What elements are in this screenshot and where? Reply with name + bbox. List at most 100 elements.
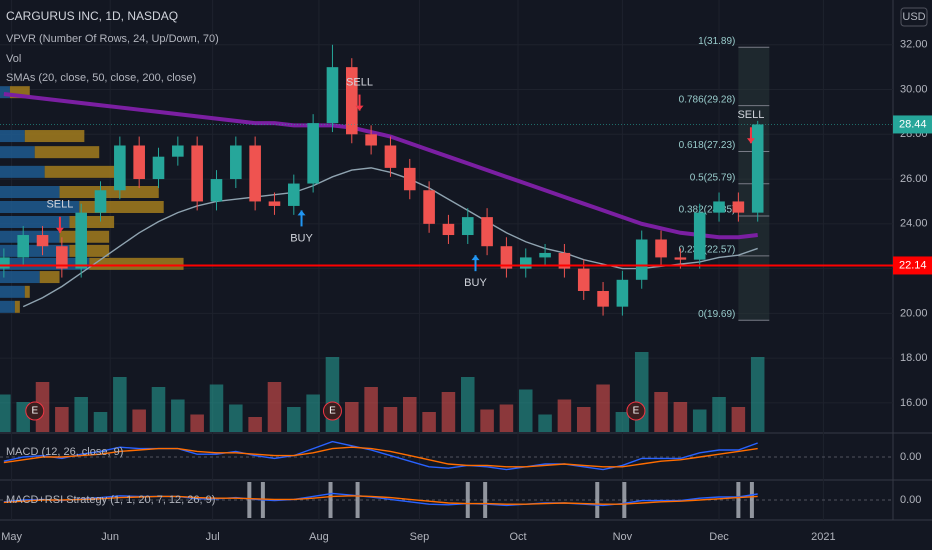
- candle-body: [442, 223, 455, 236]
- sma-line: [3, 92, 758, 240]
- strategy-bar: [749, 482, 754, 518]
- candle-body: [635, 239, 648, 280]
- price-label-box: [893, 115, 932, 134]
- vpvr-down: [44, 165, 120, 178]
- y-tick-label: 18.00: [900, 352, 928, 364]
- candle-body: [345, 67, 358, 135]
- vpvr-up: [0, 271, 40, 284]
- volume-bar: [171, 399, 185, 432]
- vpvr-down: [89, 257, 184, 270]
- currency-box[interactable]: [900, 7, 928, 27]
- volume-bar: [692, 409, 707, 432]
- candle-body: [36, 235, 49, 247]
- candle-body: [423, 190, 435, 224]
- strategy-bar: [622, 482, 627, 518]
- signal-label: BUY: [464, 277, 487, 289]
- volume-bar: [209, 384, 224, 432]
- vpvr-down: [24, 285, 30, 298]
- y-tick-label: 0.00: [900, 494, 921, 506]
- volume-bar: [248, 417, 262, 432]
- vpvr-up: [0, 130, 25, 143]
- x-tick-label: Sep: [410, 531, 430, 543]
- volume-bar: [113, 377, 127, 432]
- volume-bar: [460, 377, 475, 432]
- candle-body: [230, 145, 242, 180]
- volume-bar: [0, 394, 11, 432]
- y-tick-label: 20.00: [900, 307, 928, 319]
- price-label: 22.14: [899, 259, 927, 271]
- candle-body: [674, 257, 687, 260]
- candle-body: [577, 268, 590, 291]
- candle-body: [326, 67, 339, 124]
- x-tick-label: Nov: [613, 531, 633, 543]
- y-tick-label: 32.00: [900, 39, 928, 51]
- volume-bar: [615, 412, 630, 432]
- volume-bar: [190, 414, 204, 432]
- strategy-bar: [247, 482, 252, 518]
- candle-body: [558, 252, 571, 269]
- volume-bar: [518, 389, 533, 432]
- volume-bar: [538, 414, 552, 432]
- volume-bar: [557, 399, 572, 432]
- candle-body: [597, 290, 609, 307]
- volume-bar: [596, 384, 610, 432]
- volume-bar: [229, 404, 243, 432]
- candle-body: [94, 190, 107, 213]
- volume-bar: [325, 357, 340, 432]
- candle-body: [500, 246, 513, 269]
- candle-body: [56, 246, 68, 269]
- signal-head: [297, 210, 306, 216]
- vpvr-down: [14, 300, 20, 313]
- volume-bar: [306, 394, 320, 432]
- vpvr-up: [0, 300, 15, 313]
- volume-bar: [287, 407, 301, 432]
- indicator-line: [3, 495, 758, 505]
- currency[interactable]: USD: [902, 11, 925, 23]
- y-tick-label: 26.00: [900, 173, 928, 185]
- volume-bar: [731, 407, 746, 432]
- candle-body: [519, 257, 532, 269]
- y-tick-label: 16.00: [900, 397, 928, 409]
- indicator-line: [3, 492, 758, 507]
- volume-bar: [750, 357, 765, 432]
- vpvr-up: [0, 230, 60, 243]
- volume-bar: [712, 397, 726, 432]
- candle-body: [655, 239, 667, 258]
- chart-title: CARGURUS INC, 1D, NASDAQ: [6, 9, 178, 23]
- strategy-bar: [595, 482, 600, 518]
- x-tick-label: Jun: [101, 531, 119, 543]
- candle-body: [693, 212, 706, 260]
- volume-bar: [480, 409, 494, 432]
- fib-label: 0.236(22.57): [679, 244, 736, 255]
- candle-body: [114, 145, 126, 191]
- candle-body: [732, 201, 745, 213]
- volume-bar: [267, 382, 282, 432]
- fib-label: 1(31.89): [698, 36, 735, 47]
- indicator-line: [3, 440, 758, 471]
- earnings-marker: [626, 401, 646, 421]
- vpvr-down: [59, 185, 159, 198]
- volume-bar: [654, 392, 668, 432]
- candle-body: [384, 145, 397, 168]
- earnings-label: E: [31, 406, 38, 417]
- signal-head: [355, 105, 364, 111]
- strategy-bar: [328, 482, 333, 518]
- vpvr-up: [0, 215, 70, 228]
- volume-bar: [55, 407, 69, 432]
- candle-body: [152, 156, 165, 180]
- candle-body: [403, 167, 416, 191]
- volume-bar: [422, 412, 436, 432]
- candle-body: [713, 201, 725, 213]
- vpvr-up: [0, 285, 25, 298]
- signal-label: SELL: [346, 76, 373, 88]
- x-tick-label: 2021: [811, 531, 835, 543]
- candle-body: [288, 183, 300, 206]
- candle-body: [17, 235, 29, 258]
- strategy-bar: [355, 482, 360, 518]
- candle-body: [210, 179, 223, 202]
- volume-bar: [93, 412, 108, 432]
- candle-body: [616, 279, 629, 307]
